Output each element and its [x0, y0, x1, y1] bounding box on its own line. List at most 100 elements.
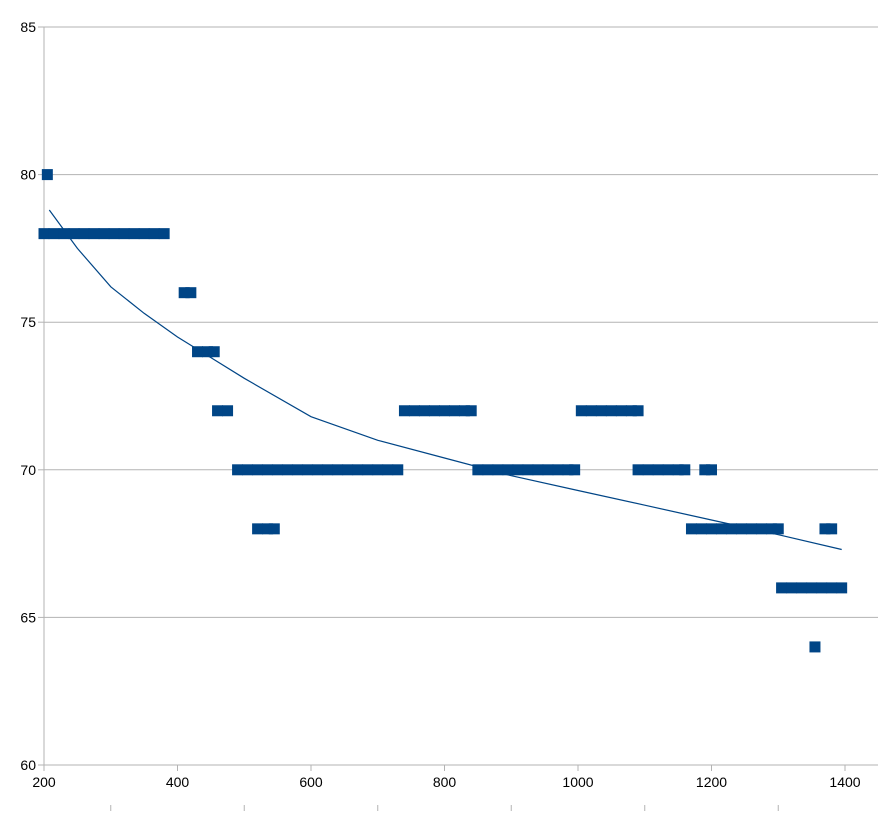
data-point: [68, 228, 80, 240]
data-point: [408, 405, 420, 417]
data-point: [185, 287, 197, 299]
data-point: [418, 405, 430, 417]
y-tick-label: 65: [20, 609, 36, 625]
log-trendline: [48, 209, 842, 551]
data-point: [625, 405, 637, 417]
data-point: [472, 464, 484, 476]
data-point: [706, 464, 717, 476]
data-point: [766, 523, 778, 535]
data-point: [695, 523, 707, 535]
data-point: [398, 405, 410, 417]
data-point: [615, 405, 627, 417]
data-point: [222, 405, 234, 417]
data-point: [148, 228, 160, 240]
gridlines: [38, 26, 878, 766]
data-point: [492, 464, 504, 476]
data-point: [776, 582, 788, 594]
data-points: [38, 169, 848, 653]
data-point: [128, 228, 140, 240]
data-point: [78, 228, 90, 240]
data-point: [372, 464, 384, 476]
data-point: [428, 405, 440, 417]
data-point: [595, 405, 607, 417]
x-tick-label: 200: [32, 774, 56, 790]
trendline: [48, 209, 842, 551]
data-point: [706, 523, 717, 535]
y-tick-label: 85: [20, 19, 36, 35]
data-point: [716, 523, 728, 535]
data-point: [352, 464, 364, 476]
data-point: [282, 464, 294, 476]
data-point: [439, 405, 450, 417]
data-point: [192, 346, 204, 358]
data-point: [88, 228, 100, 240]
data-point: [796, 582, 808, 594]
data-point: [362, 464, 374, 476]
data-point: [552, 464, 564, 476]
data-point: [542, 464, 554, 476]
data-point: [652, 464, 664, 476]
data-point: [746, 523, 758, 535]
data-point: [332, 464, 344, 476]
data-point: [382, 464, 394, 476]
data-point: [512, 464, 524, 476]
data-point: [342, 464, 354, 476]
data-point: [632, 405, 644, 417]
data-point: [252, 523, 264, 535]
data-point: [736, 523, 748, 535]
data-point: [502, 464, 514, 476]
y-tick-label: 80: [20, 167, 36, 183]
data-point: [672, 464, 684, 476]
data-point: [41, 169, 53, 181]
data-point: [826, 523, 838, 535]
data-point: [459, 405, 471, 417]
data-point: [38, 228, 50, 240]
data-point: [569, 464, 581, 476]
data-point: [108, 228, 120, 240]
data-point: [178, 287, 190, 299]
data-point: [158, 228, 170, 240]
y-tick-label: 75: [20, 314, 36, 330]
x-tick-label: 1000: [562, 774, 593, 790]
data-point: [58, 228, 70, 240]
data-point: [312, 464, 324, 476]
data-point: [585, 405, 597, 417]
axes: [43, 27, 878, 811]
data-point: [465, 405, 477, 417]
data-point: [679, 464, 691, 476]
x-tick-label: 1400: [829, 774, 860, 790]
data-point: [202, 346, 214, 358]
data-point: [826, 582, 838, 594]
data-point: [272, 464, 284, 476]
data-point: [98, 228, 110, 240]
x-tick-label: 800: [433, 774, 457, 790]
data-point: [632, 464, 644, 476]
x-tick-label: 600: [299, 774, 323, 790]
data-point: [662, 464, 674, 476]
data-point: [262, 464, 274, 476]
data-point: [268, 523, 280, 535]
data-point: [756, 523, 768, 535]
data-point: [262, 523, 274, 535]
data-point: [252, 464, 264, 476]
y-axis-tick-labels: 60 65 70 75 80 85: [20, 19, 36, 773]
data-point: [575, 405, 587, 417]
data-point: [392, 464, 404, 476]
x-tick-label: 400: [166, 774, 190, 790]
data-point: [685, 523, 697, 535]
data-point: [726, 523, 738, 535]
data-point: [232, 464, 244, 476]
data-point: [605, 405, 617, 417]
x-axis-tick-labels: 200 400 600 800 1000 1200 1400: [32, 774, 860, 790]
data-point: [48, 228, 60, 240]
y-tick-label: 70: [20, 462, 36, 478]
data-point: [138, 228, 150, 240]
data-point: [322, 464, 334, 476]
data-point: [786, 582, 798, 594]
data-point: [772, 523, 784, 535]
data-point: [208, 346, 220, 358]
data-point: [482, 464, 494, 476]
data-point: [212, 405, 224, 417]
data-point: [302, 464, 314, 476]
